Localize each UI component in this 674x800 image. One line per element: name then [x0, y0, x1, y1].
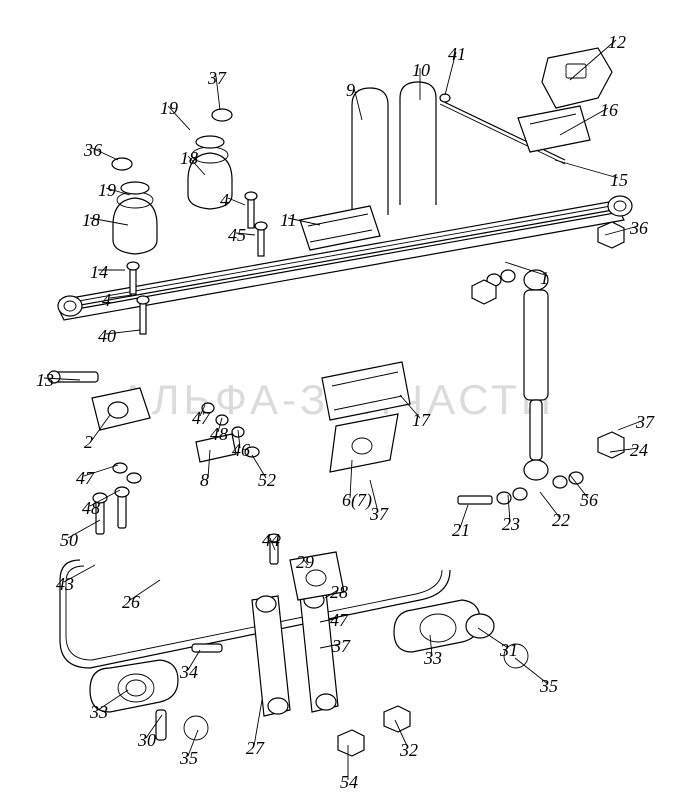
stab-link [252, 592, 338, 716]
callout-27: 27 [246, 738, 264, 759]
callout-2: 2 [84, 432, 93, 453]
callout-37: 37 [332, 636, 350, 657]
callout-52: 52 [258, 470, 276, 491]
bracket-12 [542, 48, 612, 108]
callout-21: 21 [452, 520, 470, 541]
callout-35: 35 [540, 676, 558, 697]
spring-pad-11 [300, 206, 380, 250]
callout-36: 36 [630, 218, 648, 239]
callout-37: 37 [208, 68, 226, 89]
callout-40: 40 [98, 326, 116, 347]
callout-34: 34 [180, 662, 198, 683]
callout-46: 46 [232, 440, 250, 461]
callout-13: 13 [36, 370, 54, 391]
front-bracket [48, 371, 150, 430]
callout-33: 33 [90, 702, 108, 723]
callout-10: 10 [412, 60, 430, 81]
callout-26: 26 [122, 592, 140, 613]
callout-15: 15 [610, 170, 628, 191]
buffer-left [112, 158, 157, 254]
callout-18: 18 [180, 148, 198, 169]
callout-19: 19 [98, 180, 116, 201]
callout-22: 22 [552, 510, 570, 531]
callout-36: 36 [84, 140, 102, 161]
callout-19: 19 [160, 98, 178, 119]
callout-4: 4 [220, 190, 229, 211]
callout-6(7): 6(7) [342, 490, 372, 511]
callout-1: 1 [540, 268, 549, 289]
callout-48: 48 [210, 424, 228, 445]
callout-17: 17 [412, 410, 430, 431]
callout-47: 47 [76, 468, 94, 489]
callout-45: 45 [228, 225, 246, 246]
assembly-diagram [0, 0, 674, 800]
cushion-16 [518, 106, 590, 152]
callout-31: 31 [500, 640, 518, 661]
callout-54: 54 [340, 772, 358, 793]
bolt-cluster-left [93, 463, 141, 534]
callout-29: 29 [296, 552, 314, 573]
callout-47: 47 [330, 610, 348, 631]
shock-absorber [458, 270, 624, 504]
callout-12: 12 [608, 32, 626, 53]
callout-23: 23 [502, 514, 520, 535]
u-bolts [352, 82, 436, 215]
callout-41: 41 [448, 44, 466, 65]
callout-9: 9 [346, 80, 355, 101]
callout-24: 24 [630, 440, 648, 461]
callout-32: 32 [400, 740, 418, 761]
mid-bracket [322, 362, 410, 472]
callout-28: 28 [330, 582, 348, 603]
callout-37: 37 [636, 412, 654, 433]
callout-16: 16 [600, 100, 618, 121]
callout-33: 33 [424, 648, 442, 669]
callout-14: 14 [90, 262, 108, 283]
callout-8: 8 [200, 470, 209, 491]
callout-43: 43 [56, 574, 74, 595]
callout-4: 4 [102, 290, 111, 311]
callout-56: 56 [580, 490, 598, 511]
callout-47: 47 [192, 408, 210, 429]
callout-37: 37 [370, 504, 388, 525]
callout-44: 44 [262, 530, 280, 551]
callout-30: 30 [138, 730, 156, 751]
callout-11: 11 [280, 210, 297, 231]
callout-50: 50 [60, 530, 78, 551]
callout-35: 35 [180, 748, 198, 769]
callout-18: 18 [82, 210, 100, 231]
nut-36-rear [598, 222, 624, 248]
drawing-canvas: АЛЬФА-ЗАПЧАСТИ [0, 0, 674, 800]
callout-48: 48 [82, 498, 100, 519]
pin-34 [192, 644, 222, 652]
